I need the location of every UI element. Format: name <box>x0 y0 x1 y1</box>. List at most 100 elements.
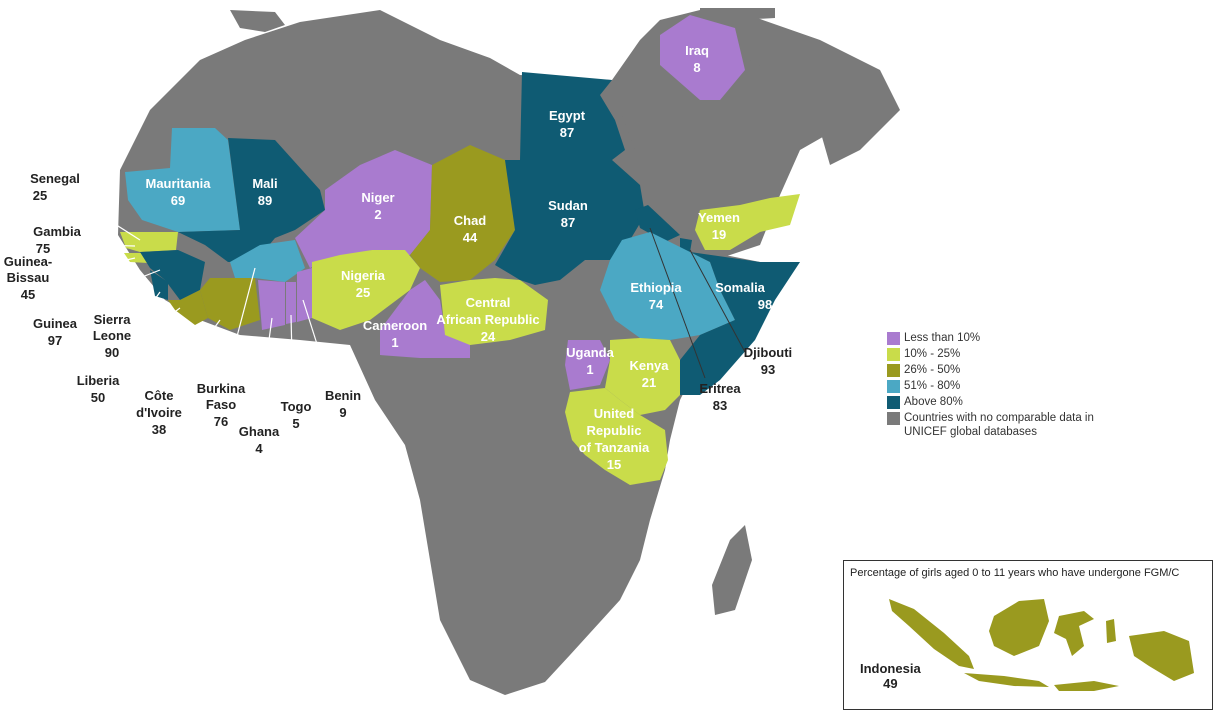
region-car <box>440 278 548 345</box>
label-chad-name: Chad <box>454 213 487 228</box>
label-egypt-name: Egypt <box>549 108 586 123</box>
leader-togo <box>290 314 294 401</box>
legend-label: 26% - 50% <box>904 364 961 376</box>
label-sierra-leone-name-1: Sierra <box>94 312 132 327</box>
madagascar <box>712 525 752 615</box>
label-togo-value: 5 <box>292 416 299 431</box>
leader-ghana <box>257 317 273 421</box>
legend-swatch <box>887 364 900 377</box>
turkey-fragment <box>700 8 775 22</box>
island-maluku <box>1106 619 1116 643</box>
label-djibouti-value: 93 <box>761 362 775 377</box>
label-senegal-name: Senegal <box>30 171 80 186</box>
label-kenya-name: Kenya <box>629 358 669 373</box>
label-car-value: 24 <box>481 329 496 344</box>
label-guinea-bissau-value: 45 <box>21 287 35 302</box>
label-kenya-value: 21 <box>642 375 656 390</box>
country-labels-inside: Iraq 8 Egypt 87 Mauritania 69 Mali 89 Ni… <box>145 43 772 472</box>
label-chad-value: 44 <box>463 230 478 245</box>
label-cote-divoire-value: 38 <box>152 422 166 437</box>
legend-item: 10% - 25% <box>887 347 1094 361</box>
region-chad <box>410 145 515 282</box>
island-nusa-tenggara <box>1054 681 1119 691</box>
region-sudan <box>495 160 645 285</box>
island-sulawesi <box>1054 611 1094 656</box>
leader-senegal <box>84 204 141 241</box>
label-ethiopia-name: Ethiopia <box>630 280 682 295</box>
label-guinea-bissau-name-2: Bissau <box>7 270 50 285</box>
label-guinea-bissau-name-1: Guinea- <box>4 254 52 269</box>
legend-swatch <box>887 332 900 345</box>
label-guinea-value: 97 <box>48 333 62 348</box>
region-somalia <box>680 252 800 395</box>
indonesia-name: Indonesia <box>860 661 921 676</box>
label-somalia-name: Somalia <box>715 280 766 295</box>
label-cameroon-value: 1 <box>391 335 398 350</box>
legend-swatch <box>887 380 900 393</box>
label-ghana-name: Ghana <box>239 424 280 439</box>
region-guinea <box>140 250 205 300</box>
region-uganda <box>565 340 610 390</box>
region-kenya <box>605 338 680 415</box>
island-papua <box>1129 631 1194 681</box>
region-ghana <box>258 280 285 330</box>
legend-swatch <box>887 396 900 409</box>
region-liberia <box>168 290 208 325</box>
legend-label: Less than 10% <box>904 332 981 344</box>
leader-guinea-bissau <box>74 257 136 273</box>
label-uganda-value: 1 <box>586 362 593 377</box>
region-mali <box>178 138 325 262</box>
label-car-name-1: Central <box>466 295 511 310</box>
legend-item: Less than 10% <box>887 331 1094 345</box>
region-mauritania <box>125 128 240 232</box>
label-gambia-name: Gambia <box>33 224 81 239</box>
region-niger <box>295 150 432 268</box>
leader-eritrea <box>649 227 706 379</box>
label-egypt-value: 87 <box>560 125 574 140</box>
label-mauritania-value: 69 <box>171 193 185 208</box>
label-benin-value: 9 <box>339 405 346 420</box>
island-java <box>964 673 1049 687</box>
label-mali-value: 89 <box>258 193 272 208</box>
label-uganda-name: Uganda <box>566 345 614 360</box>
region-burkina-faso <box>230 240 305 282</box>
label-eritrea-name: Eritrea <box>699 381 741 396</box>
leader-liberia <box>89 307 181 376</box>
region-benin <box>297 268 312 322</box>
label-iraq-value: 8 <box>693 60 700 75</box>
legend-item: 26% - 50% <box>887 363 1094 377</box>
island-sumatra <box>889 599 974 669</box>
label-cote-divoire-name-2: d'Ivoire <box>136 405 182 420</box>
inset-title: Percentage of girls aged 0 to 11 years w… <box>850 567 1180 579</box>
region-eritrea <box>635 205 680 242</box>
legend-label: Countries with no comparable data in UNI… <box>904 412 1094 438</box>
label-djibouti-name: Djibouti <box>744 345 792 360</box>
label-nigeria-name: Nigeria <box>341 268 386 283</box>
legend-item: Countries with no comparable data in UNI… <box>887 411 1094 439</box>
label-sudan-value: 87 <box>561 215 575 230</box>
label-togo-name: Togo <box>281 399 312 414</box>
label-sudan-name: Sudan <box>548 198 588 213</box>
legend-swatch <box>887 348 900 361</box>
region-yemen <box>695 194 800 250</box>
label-tanzania-name-3: of Tanzania <box>579 440 650 455</box>
legend-swatch <box>887 412 900 425</box>
iberia-landmass <box>230 10 285 32</box>
label-tanzania-value: 15 <box>607 457 621 472</box>
label-ghana-value: 4 <box>255 441 263 456</box>
persia-fragment <box>740 12 900 165</box>
leader-guinea <box>69 269 161 306</box>
label-gambia-value: 75 <box>36 241 50 256</box>
legend-label: Above 80% <box>904 396 963 408</box>
label-iraq-name: Iraq <box>685 43 709 58</box>
leader-djibouti <box>689 249 746 353</box>
region-ethiopia <box>600 232 735 340</box>
label-guinea-name: Guinea <box>33 316 78 331</box>
label-sierra-leone-name-2: Leone <box>93 328 131 343</box>
legend-label: 51% - 80% <box>904 380 961 392</box>
indonesia-inset: Percentage of girls aged 0 to 11 years w… <box>843 560 1213 710</box>
label-eritrea-value: 83 <box>713 398 727 413</box>
label-mauritania-name: Mauritania <box>145 176 211 191</box>
label-tanzania-name-1: United <box>594 406 635 421</box>
